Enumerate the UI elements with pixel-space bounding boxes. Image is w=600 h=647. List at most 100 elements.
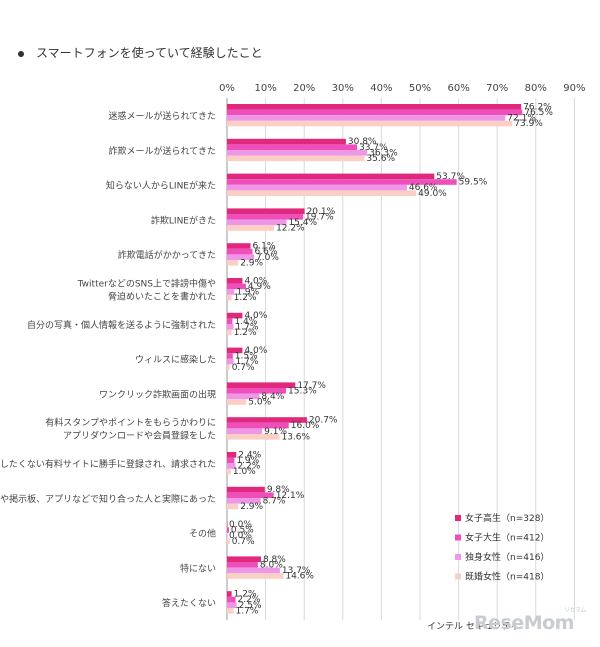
bar [227, 104, 522, 110]
data-label: 1.9% [236, 288, 259, 298]
bar [227, 173, 435, 180]
data-label: 4.0% [244, 311, 267, 321]
category-label: アプリダウンロードや会員登録をした [63, 430, 216, 442]
legend-label: 独身女性（n=416） [465, 551, 549, 563]
data-label: 53.7% [436, 172, 465, 182]
x-tick-label: 70% [486, 83, 508, 94]
data-label: 76.5% [524, 108, 553, 118]
data-label: 5.0% [248, 398, 271, 408]
bar [227, 532, 228, 539]
x-tick-label: 80% [525, 83, 547, 94]
bar [227, 591, 232, 597]
data-label: 1.5% [235, 352, 258, 362]
bar [227, 399, 247, 405]
data-label: 2.2% [237, 595, 260, 605]
bar [227, 393, 260, 400]
data-label: 4.0% [244, 276, 267, 286]
source-label: インテル セキュリティ [427, 621, 519, 632]
x-tick-label: 0% [219, 83, 235, 94]
legend-swatch [455, 534, 461, 541]
data-label: 15.4% [288, 218, 317, 228]
bar [227, 573, 284, 579]
bar [227, 329, 232, 336]
data-label: 2.2% [237, 462, 260, 472]
data-label: 2.9% [240, 502, 263, 512]
data-label: 1.2% [234, 293, 257, 303]
bar [227, 452, 237, 458]
bar [227, 527, 229, 533]
bar [227, 190, 417, 196]
data-label: 36.3% [369, 148, 398, 158]
category-label: 迷惑メールが送られてきた [109, 110, 216, 122]
bar [227, 155, 365, 162]
category-label: SNSや掲示板、アプリなどで知り合った人と実際にあった [0, 493, 216, 505]
data-label: 0.7% [232, 537, 255, 547]
x-tick-label: 10% [254, 83, 276, 94]
data-label: 19.7% [305, 212, 334, 222]
bar [227, 562, 258, 568]
category-label: 詐欺電話がかかってきた [118, 249, 216, 261]
data-label: 4.0% [244, 346, 267, 356]
data-label: 0.0% [229, 520, 252, 530]
bar [227, 503, 239, 510]
watermark-small-text: リセマム [564, 607, 587, 614]
category-label: ウィルスに感染した [135, 354, 216, 366]
data-label: 46.6% [409, 183, 438, 193]
x-tick-label: 30% [332, 83, 354, 94]
bar [227, 382, 296, 388]
category-label: 自分の写真・個人情報を送るように強制された [27, 319, 216, 331]
data-label: 9.8% [267, 485, 290, 495]
x-tick-label: 50% [409, 83, 431, 94]
data-label: 16.0% [291, 421, 320, 431]
category-label: TwitterなどのSNS上で誹謗中傷や [77, 278, 216, 290]
bar [227, 294, 232, 301]
bar [227, 109, 523, 116]
bar [227, 283, 246, 290]
bar [227, 388, 287, 394]
data-label: 20.1% [307, 207, 336, 217]
bar [227, 289, 235, 295]
bar [227, 434, 280, 440]
data-label: 1.2% [234, 590, 257, 600]
bar [227, 468, 231, 475]
bar [227, 260, 239, 266]
category-label: 知らない人からLINEが来た [106, 180, 216, 192]
category-label: その他 [189, 528, 216, 540]
data-label: 2.4% [238, 450, 261, 460]
data-label: 12.2% [276, 224, 305, 234]
bar [227, 115, 506, 121]
category-label: 特にない [180, 562, 216, 574]
bar [227, 608, 234, 614]
bar [227, 457, 235, 464]
data-label: 4.9% [248, 282, 271, 292]
category-label: 脅迫めいたことを書かれた [108, 291, 216, 303]
data-label: 17.7% [297, 381, 326, 391]
bar [227, 179, 457, 185]
data-label: 35.6% [366, 154, 395, 164]
data-label: 13.6% [281, 432, 310, 442]
x-tick-label: 20% [293, 83, 315, 94]
data-label: 59.5% [459, 178, 488, 188]
data-label: 6.1% [253, 242, 276, 252]
data-label: 8.4% [261, 392, 284, 402]
bar [227, 150, 368, 156]
category-label: 登録したくない有料サイトに勝手に登録され、請求された [0, 458, 216, 470]
bar [227, 364, 230, 370]
bar [227, 208, 305, 214]
bar [227, 243, 251, 249]
bar [227, 138, 346, 145]
bar [227, 602, 237, 608]
bar [227, 428, 263, 434]
bar [227, 486, 265, 493]
bar [227, 463, 236, 469]
legend-label: 女子大生（n=412） [465, 532, 549, 544]
bar [227, 538, 230, 544]
data-label: 14.6% [285, 572, 314, 582]
data-label: 76.2% [523, 102, 552, 112]
data-label: 12.1% [276, 491, 305, 501]
data-label: 72.1% [507, 114, 536, 124]
x-tick-label: 90% [563, 83, 585, 94]
bar [227, 556, 261, 562]
data-label: 8.7% [263, 496, 286, 506]
bar [227, 521, 228, 528]
